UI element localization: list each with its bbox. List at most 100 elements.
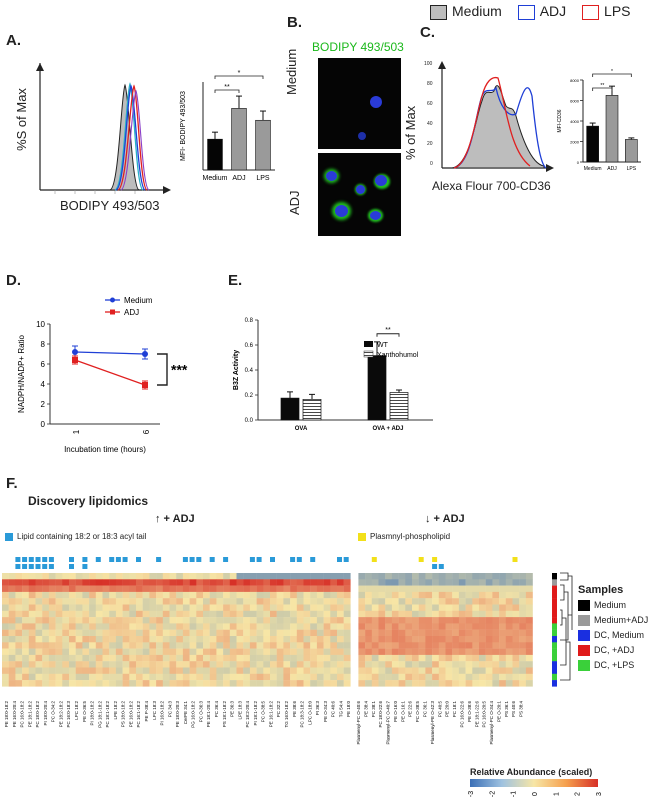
heatmap-cell: [42, 661, 50, 668]
heatmap-cell: [136, 585, 143, 593]
heatmap-cell: [136, 598, 143, 605]
heatmap-cell: [365, 579, 372, 586]
sample-swatch: [578, 600, 590, 612]
heatmap-cell: [156, 598, 163, 605]
heatmap-cell: [432, 617, 439, 624]
heatmap-cell: [236, 661, 244, 668]
heatmap-cell: [55, 598, 63, 605]
heatmap-cell: [310, 591, 318, 599]
data-point: [142, 382, 148, 388]
heatmap-cell: [337, 573, 344, 580]
heatmap-cell: [412, 585, 419, 593]
heatmap-cell: [270, 642, 277, 649]
heatmap-cell: [189, 654, 197, 662]
colorbar-tick-label: 3: [596, 792, 603, 796]
heatmap-cell: [69, 629, 76, 637]
y-tick-label: 0: [577, 160, 580, 165]
heatmap-cell: [42, 598, 50, 605]
heatmap-cell: [290, 661, 297, 668]
heatmap-cell: [216, 585, 224, 593]
heatmap-cell: [176, 573, 184, 580]
heatmap-cell: [343, 636, 351, 643]
heatmap-cell: [479, 661, 486, 668]
heatmap-cell: [405, 636, 413, 643]
panel-a-histogram: [36, 63, 171, 194]
heatmap-cell: [365, 642, 372, 649]
heatmap-cell: [365, 654, 372, 662]
heatmap-cell: [519, 673, 527, 681]
heatmap-cell: [263, 623, 271, 630]
heatmap-cell: [343, 573, 351, 580]
heatmap-cell: [122, 648, 130, 656]
heatmap-cell: [75, 604, 83, 611]
heatmap-cell: [22, 610, 29, 618]
heatmap-cell: [472, 642, 480, 649]
heatmap-cell: [122, 673, 130, 681]
heatmap-cell: [283, 610, 291, 618]
tail-marker: [28, 564, 34, 569]
heatmap-cell: [499, 591, 506, 599]
heatmap-cell: [75, 680, 83, 687]
heatmap-cell: [525, 648, 533, 656]
heatmap-cell: [330, 623, 338, 630]
heatmap-cell: [236, 604, 244, 611]
legend-label: ADJ: [124, 308, 139, 317]
heatmap-cell: [505, 648, 513, 656]
heatmap-cell: [35, 680, 43, 687]
heatmap-cell: [236, 591, 244, 599]
heatmap-cell: [249, 636, 257, 643]
heatmap-cell: [512, 598, 520, 605]
heatmap-cell: [15, 680, 23, 687]
heatmap-cell: [209, 598, 217, 605]
heatmap-cell: [512, 629, 520, 637]
tail-marker: [82, 557, 88, 562]
heatmap-cell: [425, 579, 433, 586]
heatmap-cell: [412, 661, 419, 668]
heatmap-cell: [75, 661, 83, 668]
heatmap-cell: [425, 617, 433, 624]
heatmap-cell: [115, 636, 123, 643]
heatmap-cell: [115, 667, 123, 674]
heatmap-cell: [176, 591, 184, 599]
heatmap-cell: [223, 629, 230, 637]
heatmap-cell: [15, 654, 23, 662]
heatmap-cell: [445, 585, 453, 593]
heatmap-cell: [365, 598, 372, 605]
tail-marker: [256, 557, 262, 562]
heatmap-cell: [525, 642, 533, 649]
heatmap-cell: [8, 598, 16, 605]
heatmap-cell: [109, 673, 117, 681]
heatmap-cell: [398, 623, 406, 630]
heatmap-cell: [82, 673, 90, 681]
heatmap-cell: [485, 573, 493, 580]
heatmap-cell: [472, 598, 480, 605]
heatmap-cell: [216, 680, 224, 687]
heatmap-cell: [169, 610, 177, 618]
heatmap-cell: [296, 636, 304, 643]
heatmap-cell: [485, 617, 493, 624]
heatmap-cell: [129, 648, 137, 656]
heatmap-cell: [249, 629, 257, 637]
heatmap-cell: [418, 585, 426, 593]
heatmap-cell: [189, 591, 197, 599]
heatmap-cell: [48, 629, 56, 637]
heatmap-cell: [216, 667, 224, 674]
heatmap-cell: [82, 604, 90, 611]
heatmap-cell: [378, 642, 386, 649]
heatmap-cell: [55, 617, 63, 624]
tail-marker: [156, 557, 162, 562]
heatmap-cell: [385, 623, 393, 630]
heatmap-cell: [169, 654, 177, 662]
heatmap-cell: [109, 629, 117, 637]
heatmap-cell: [2, 604, 9, 611]
plasm-marker: [418, 557, 424, 562]
heatmap-cell: [479, 642, 486, 649]
heatmap-cell: [438, 591, 446, 599]
heatmap-cell: [323, 648, 331, 656]
legend-adj-swatch: [517, 4, 535, 20]
heatmap-cell: [458, 654, 466, 662]
heatmap-cell: [458, 604, 466, 611]
y-tick-label: 0.8: [245, 318, 254, 324]
heatmap-cell: [412, 598, 419, 605]
heatmap-cell: [115, 623, 123, 630]
